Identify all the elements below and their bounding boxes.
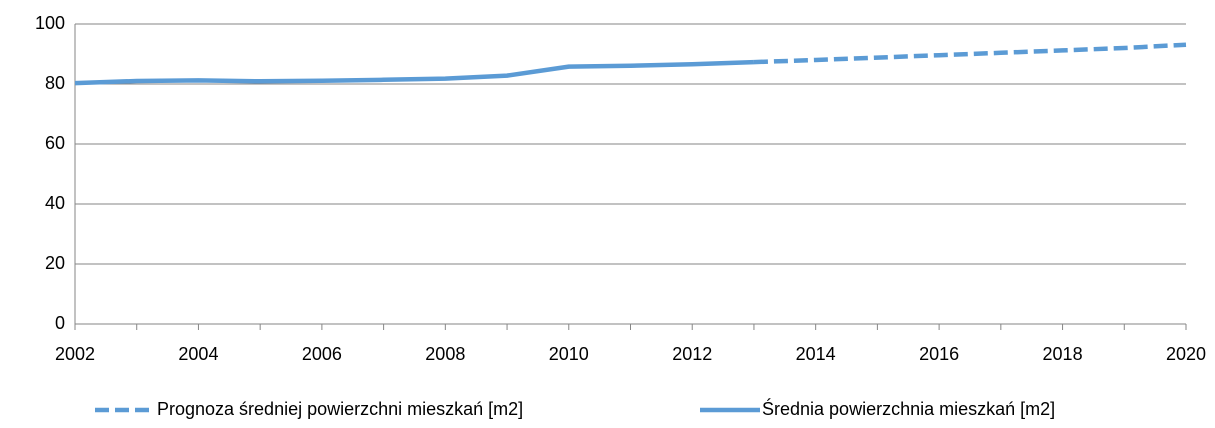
x-tick-label: 2016 bbox=[919, 344, 959, 364]
y-tick-label: 20 bbox=[45, 253, 65, 273]
x-tick-label: 2010 bbox=[549, 344, 589, 364]
x-tick-label: 2002 bbox=[55, 344, 95, 364]
x-tick-label: 2018 bbox=[1043, 344, 1083, 364]
series-line bbox=[753, 42, 1187, 65]
x-tick-label: 2004 bbox=[178, 344, 218, 364]
x-tick-label: 2008 bbox=[425, 344, 465, 364]
x-tick-label: 2006 bbox=[302, 344, 342, 364]
y-tick-label: 100 bbox=[35, 13, 65, 33]
y-tick-label: 40 bbox=[45, 193, 65, 213]
y-tick-label: 80 bbox=[45, 73, 65, 93]
y-tick-label: 0 bbox=[55, 313, 65, 333]
legend-label: Średnia powierzchnia mieszkań [m2] bbox=[762, 398, 1055, 419]
series-line bbox=[74, 59, 755, 86]
x-tick-label: 2014 bbox=[796, 344, 836, 364]
y-tick-label: 60 bbox=[45, 133, 65, 153]
x-tick-label: 2012 bbox=[672, 344, 712, 364]
x-tick-label: 2020 bbox=[1166, 344, 1206, 364]
legend-label: Prognoza średniej powierzchni mieszkań [… bbox=[157, 399, 523, 419]
